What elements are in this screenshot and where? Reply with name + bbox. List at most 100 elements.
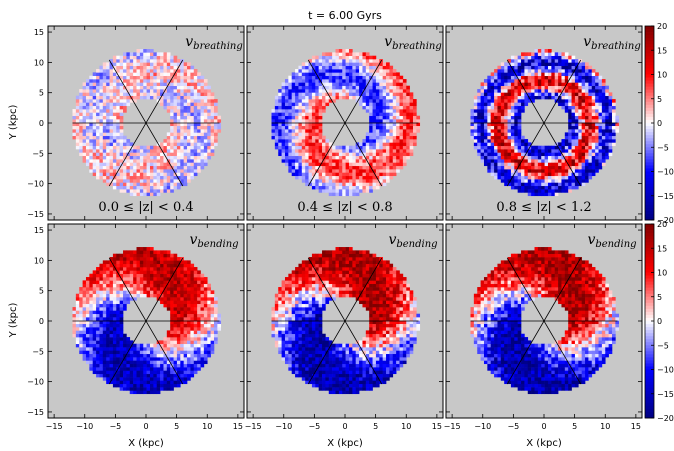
heatmap-cell	[133, 280, 137, 285]
heatmap-cell	[210, 109, 215, 113]
heatmap-cell	[183, 112, 188, 117]
heatmap-cell	[554, 192, 559, 197]
heatmap-cell	[392, 112, 397, 117]
heatmap-cell	[355, 145, 360, 150]
heatmap-cell	[581, 145, 586, 150]
heatmap-cell	[109, 65, 114, 70]
heatmap-cell	[129, 175, 134, 180]
heatmap-cell	[345, 169, 350, 173]
heatmap-cell	[197, 95, 201, 100]
heatmap-cell	[187, 109, 191, 113]
heatmap-cell	[281, 139, 286, 143]
heatmap-cell	[578, 139, 582, 143]
heatmap-cell	[379, 172, 383, 177]
heatmap-cell	[288, 95, 293, 100]
heatmap-cell	[355, 85, 360, 90]
heatmap-cell	[139, 257, 144, 261]
heatmap-cell	[318, 139, 323, 143]
heatmap-cell	[89, 280, 94, 285]
heatmap-cell	[173, 85, 178, 90]
heatmap-cell	[106, 360, 110, 365]
heatmap-cell	[490, 112, 495, 117]
heatmap-cell	[362, 69, 367, 73]
heatmap-cell	[524, 75, 529, 80]
heatmap-cell	[274, 145, 279, 150]
heatmap-cell	[133, 287, 137, 291]
heatmap-cell	[119, 293, 124, 298]
heatmap-cell	[507, 165, 512, 170]
heatmap-cell	[318, 109, 323, 113]
heatmap-cell	[365, 62, 370, 66]
heatmap-cell	[119, 189, 124, 193]
heatmap-cell	[156, 290, 161, 295]
heatmap-cell	[507, 132, 512, 137]
heatmap-cell	[598, 89, 603, 93]
heatmap-cell	[497, 135, 502, 140]
heatmap-cell	[601, 115, 606, 120]
heatmap-cell	[578, 62, 582, 66]
heatmap-cell	[89, 353, 94, 358]
heatmap-cell	[109, 380, 114, 385]
heatmap-cell	[355, 162, 360, 167]
heatmap-cell	[544, 145, 549, 150]
heatmap-cell	[345, 85, 350, 90]
heatmap-cell	[75, 122, 80, 127]
heatmap-cell	[311, 179, 316, 183]
heatmap-cell	[335, 185, 340, 190]
heatmap-cell	[571, 132, 576, 137]
heatmap-cell	[574, 59, 579, 63]
heatmap-cell	[82, 102, 87, 107]
heatmap-cell	[322, 139, 326, 143]
heatmap-cell	[173, 179, 178, 183]
heatmap-cell	[396, 152, 400, 157]
heatmap-cell	[106, 122, 110, 127]
heatmap-cell	[96, 102, 100, 107]
heatmap-cell	[392, 85, 397, 90]
heatmap-cell	[163, 347, 168, 351]
heatmap-cell	[123, 383, 127, 388]
heatmap-cell	[547, 62, 552, 66]
heatmap-cell	[585, 125, 589, 130]
heatmap-cell	[558, 169, 562, 173]
heatmap-cell	[571, 125, 576, 130]
heatmap-cell	[116, 109, 120, 113]
heatmap-cell	[375, 165, 380, 170]
heatmap-cell	[514, 75, 518, 80]
heatmap-cell	[109, 92, 114, 97]
heatmap-cell	[494, 129, 498, 133]
heatmap-cell	[281, 135, 286, 140]
heatmap-cell	[75, 105, 80, 110]
heatmap-cell	[521, 145, 525, 150]
heatmap-cell	[96, 89, 100, 93]
heatmap-cell	[291, 99, 296, 103]
heatmap-cell	[116, 257, 120, 261]
heatmap-cell	[409, 142, 414, 147]
heatmap-cell	[149, 82, 154, 87]
heatmap-cell	[112, 323, 117, 328]
heatmap-cell	[146, 290, 151, 295]
heatmap-cell	[412, 102, 417, 107]
heatmap-cell	[139, 192, 144, 197]
heatmap-cell	[409, 92, 414, 97]
heatmap-cell	[547, 145, 552, 150]
heatmap-cell	[480, 155, 485, 160]
heatmap-cell	[571, 172, 576, 177]
heatmap-cell	[119, 75, 124, 80]
heatmap-cell	[507, 65, 512, 70]
heatmap-cell	[335, 52, 340, 56]
heatmap-cell	[92, 327, 97, 331]
heatmap-cell	[318, 55, 323, 60]
heatmap-cell	[79, 317, 83, 321]
heatmap-cell	[379, 115, 383, 120]
heatmap-cell	[79, 313, 83, 318]
heatmap-cell	[288, 129, 293, 133]
heatmap-cell	[146, 65, 151, 70]
heatmap-cell	[143, 179, 147, 183]
heatmap-cell	[200, 102, 205, 107]
heatmap-cell	[375, 139, 380, 143]
heatmap-cell	[153, 89, 158, 93]
heatmap-cell	[608, 115, 613, 120]
heatmap-cell	[494, 165, 498, 170]
heatmap-cell	[119, 383, 124, 388]
heatmap-cell	[608, 102, 613, 107]
